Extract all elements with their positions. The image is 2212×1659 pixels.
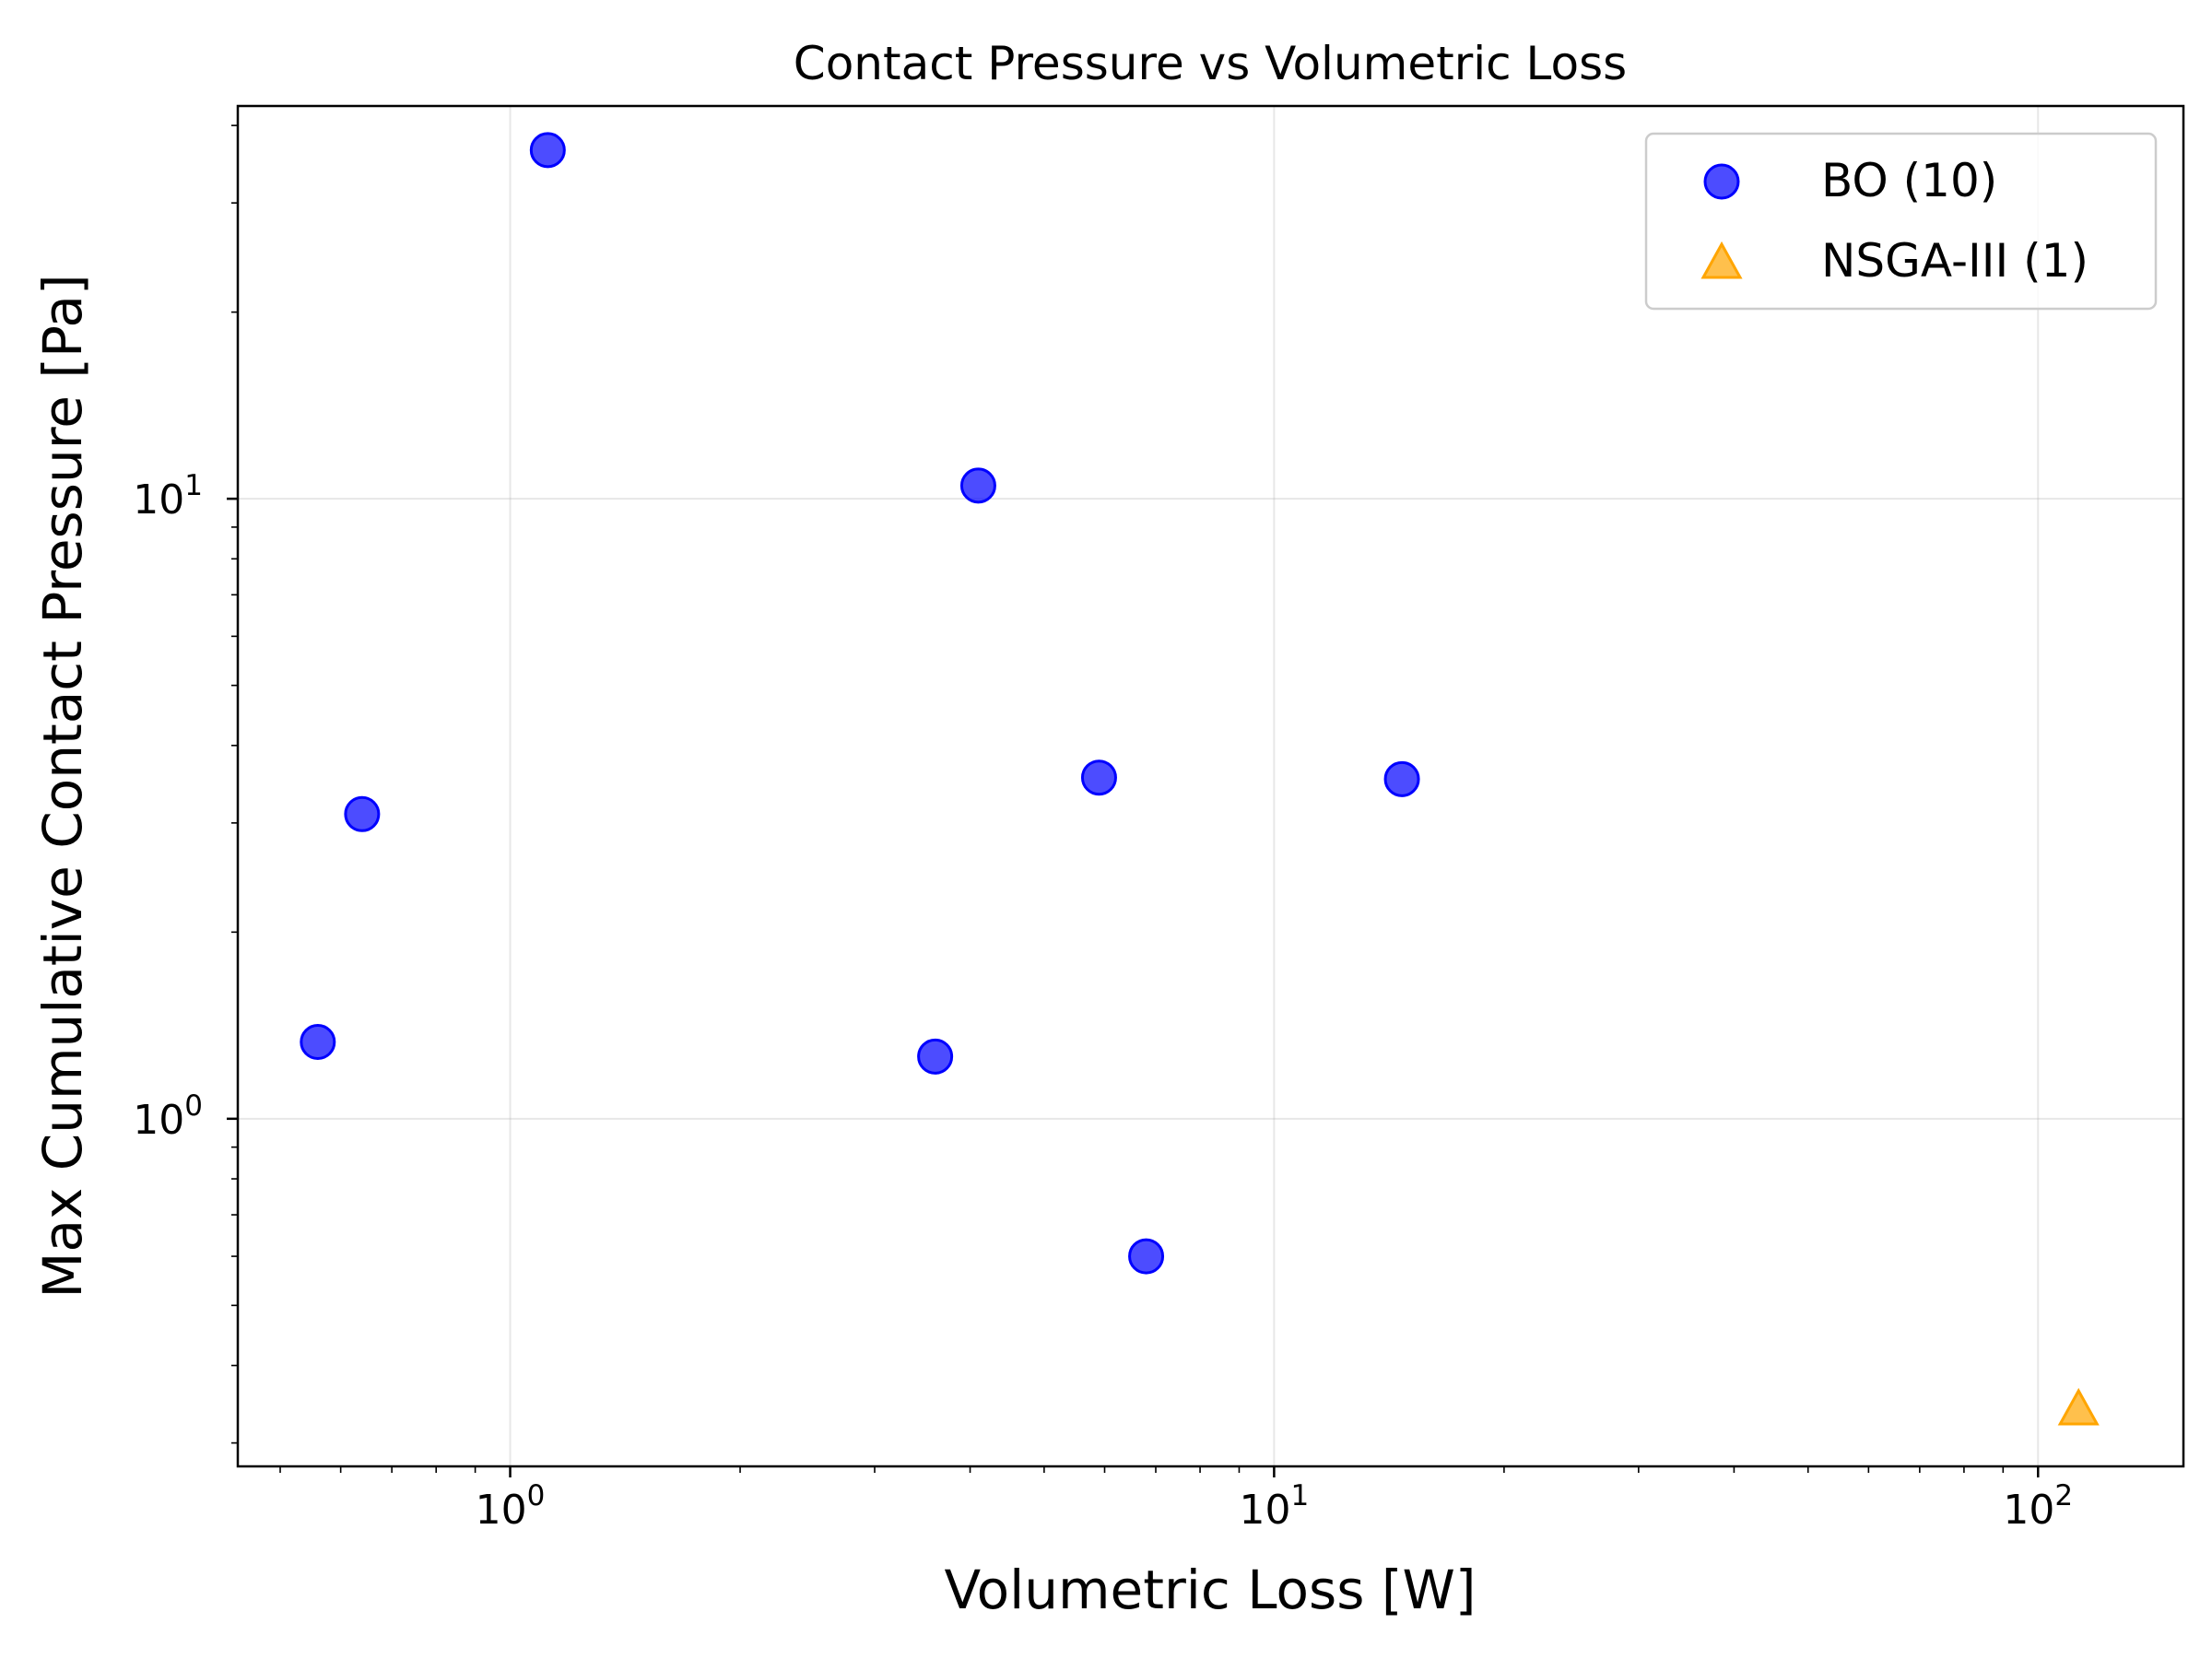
plot-frame xyxy=(236,104,2185,1468)
bo-point xyxy=(344,795,381,832)
bo-point xyxy=(1128,1238,1165,1275)
nsga-iii-point xyxy=(2057,1387,2100,1426)
x-axis-label: Volumetric Loss [W] xyxy=(945,1559,1477,1621)
bo-point xyxy=(917,1038,954,1075)
bo-point xyxy=(959,467,996,504)
bo-point xyxy=(300,1024,336,1061)
bo-point xyxy=(529,132,566,169)
y-tick-label: 101 xyxy=(133,469,203,524)
legend: BO (10) NSGA-III (1) xyxy=(1644,132,2158,311)
legend-marker-bo xyxy=(1703,163,1740,200)
legend-box xyxy=(1644,132,2158,311)
grid xyxy=(238,106,2183,1466)
legend-marker-nsga xyxy=(1700,241,1743,279)
data-points xyxy=(300,132,2100,1426)
chart-title: Contact Pressure vs Volumetric Loss xyxy=(794,37,1627,90)
y-axis-label: Max Cumulative Contact Pressure [Pa] xyxy=(31,274,94,1298)
legend-label-nsga: NSGA-III (1) xyxy=(1821,234,2088,288)
legend-label-bo: BO (10) xyxy=(1821,154,1997,207)
bo-point xyxy=(1080,759,1117,796)
x-tick-label: 102 xyxy=(2003,1479,2073,1534)
bo-point xyxy=(1383,760,1420,797)
